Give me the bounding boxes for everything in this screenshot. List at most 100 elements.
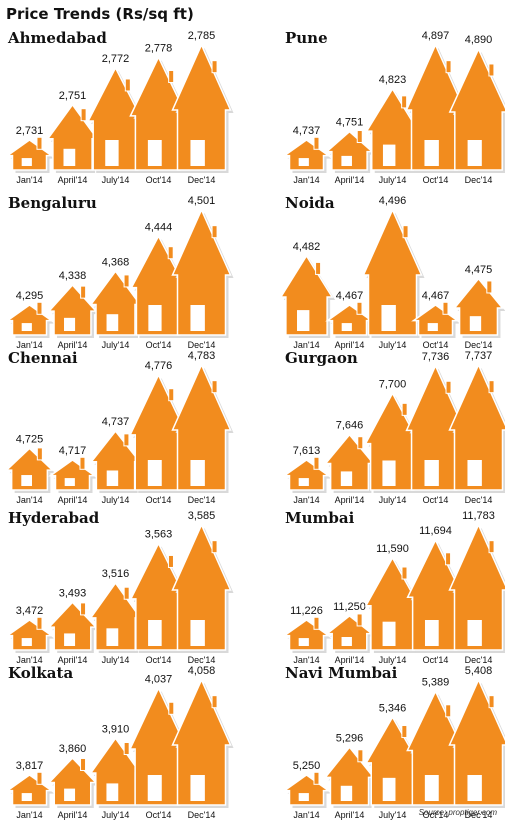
chart-chennai: Chennai 4,725 Jan'14 4,717 April'14 4,737 July… (4, 349, 234, 505)
house-mark-chimney (356, 130, 363, 144)
category-label: July'14 (379, 495, 407, 505)
house-mark (448, 47, 505, 171)
category-label: April'14 (58, 340, 88, 350)
category-label: Jan'14 (16, 655, 42, 665)
value-label: 4,751 (336, 117, 364, 129)
category-label: Dec'14 (188, 810, 216, 820)
value-label: 2,785 (188, 30, 216, 42)
house-mark-door (148, 305, 162, 331)
house-mark-door (297, 310, 310, 331)
value-label: 4,890 (465, 34, 493, 46)
house-mark-chimney (357, 749, 364, 763)
house-mark-door (340, 471, 353, 486)
house-mark-door (298, 793, 309, 801)
house-mark (171, 43, 232, 171)
house-mark-chimney (445, 380, 452, 394)
city-title: Gurgaon (285, 349, 358, 367)
category-label: Oct'14 (146, 175, 172, 185)
infographic-title: Price Trends (Rs/sq ft) (6, 5, 194, 23)
category-label: April'14 (335, 810, 365, 820)
value-label: 5,408 (465, 665, 493, 677)
city-title: Hyderabad (8, 509, 100, 527)
house-mark-chimney (167, 554, 174, 568)
house-mark-chimney (123, 586, 130, 600)
house-mark-chimney (80, 602, 87, 616)
house-mark (171, 523, 232, 651)
category-label: Dec'14 (188, 175, 216, 185)
value-label: 2,731 (16, 125, 44, 137)
value-label: 2,772 (102, 53, 130, 65)
house-mark-door (147, 775, 162, 801)
value-label: 3,585 (188, 510, 216, 522)
house-mark-chimney (36, 447, 43, 461)
source-note: Source: proptiger.com (418, 808, 497, 817)
house-mark-door (382, 621, 396, 646)
value-label: 4,475 (465, 264, 493, 276)
value-label: 5,389 (422, 676, 450, 688)
house-mark (448, 678, 505, 806)
house-mark-chimney (80, 108, 87, 122)
house-mark-door (64, 478, 75, 486)
house-mark-door (298, 478, 309, 486)
value-label: 3,910 (102, 723, 130, 735)
category-label: Jan'14 (16, 495, 42, 505)
house-mark-chimney (356, 301, 363, 315)
value-label: 4,783 (188, 350, 216, 362)
house-mark-door (382, 144, 396, 166)
chart-kolkata: Kolkata 3,817 Jan'14 3,860 April'14 3,910 July… (5, 664, 234, 820)
house-mark-chimney (211, 380, 218, 394)
value-label: 4,058 (188, 665, 216, 677)
house-mark-door (424, 460, 439, 486)
house-mark-door (21, 158, 32, 166)
category-label: July'14 (102, 495, 130, 505)
value-label: 2,751 (59, 90, 87, 102)
house-mark-chimney (79, 456, 86, 470)
house-mark-chimney (315, 261, 322, 275)
house-mark-chimney (36, 301, 43, 315)
house-mark-door (21, 793, 32, 801)
house-mark-door (467, 620, 482, 646)
house-mark-door (106, 628, 119, 646)
house-mark-chimney (168, 388, 175, 402)
house-mark-door (340, 785, 353, 801)
value-label: 4,776 (145, 360, 173, 372)
house-mark-chimney (313, 771, 320, 785)
category-label: Oct'14 (423, 655, 449, 665)
value-label: 4,717 (59, 445, 87, 457)
category-label: July'14 (102, 175, 130, 185)
house-mark (171, 363, 232, 491)
house-mark-chimney (36, 771, 43, 785)
category-label: Jan'14 (293, 655, 319, 665)
house-mark-chimney (445, 60, 452, 74)
value-label: 4,037 (145, 673, 173, 685)
category-label: Dec'14 (188, 655, 216, 665)
house-mark (323, 746, 376, 806)
house-mark-door (147, 140, 162, 166)
house-mark-door (21, 638, 32, 646)
house-mark-chimney (401, 725, 408, 739)
house-mark-chimney (401, 402, 408, 416)
value-label: 11,694 (419, 525, 452, 537)
house-mark-door (106, 470, 119, 486)
value-label: 7,700 (379, 378, 407, 390)
category-label: Dec'14 (465, 340, 493, 350)
house-mark-door (467, 775, 482, 801)
house-mark-chimney (445, 552, 452, 566)
house-mark (448, 363, 505, 491)
value-label: 2,778 (145, 42, 173, 54)
house-mark-chimney (488, 695, 495, 709)
value-label: 7,646 (336, 420, 364, 432)
value-label: 4,737 (293, 125, 321, 137)
house-mark-door (298, 158, 309, 166)
category-label: Oct'14 (146, 340, 172, 350)
city-title: Pune (285, 29, 328, 47)
value-label: 11,590 (376, 543, 409, 555)
house-mark-chimney (167, 246, 174, 260)
house-mark-chimney (488, 380, 495, 394)
house-mark-door (341, 155, 352, 166)
category-label: July'14 (379, 655, 407, 665)
house-mark-chimney (211, 60, 218, 74)
value-label: 3,817 (16, 760, 44, 772)
value-label: 4,737 (102, 416, 130, 428)
category-label: July'14 (379, 810, 407, 820)
